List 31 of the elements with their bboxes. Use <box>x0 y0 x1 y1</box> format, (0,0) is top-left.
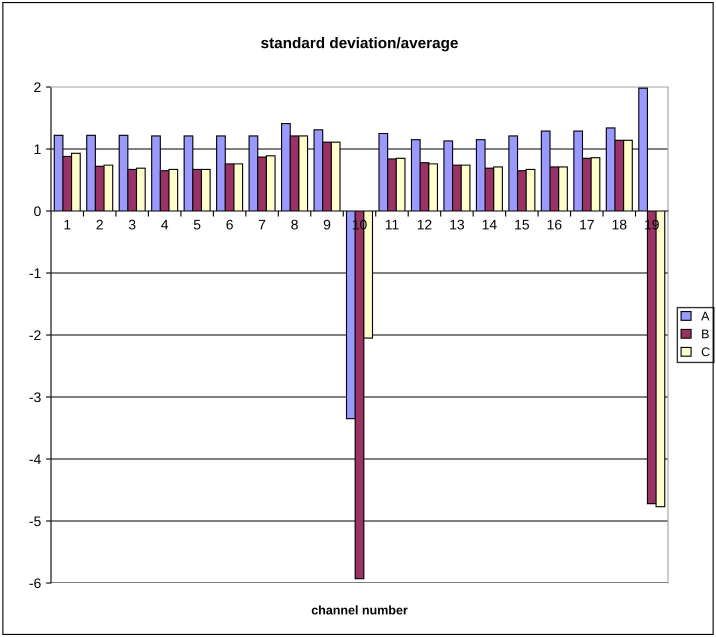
y-tick-label: -2 <box>30 330 41 340</box>
x-tick-label: 5 <box>194 220 200 230</box>
x-tick-label: 18 <box>612 220 626 230</box>
legend-label: B <box>702 330 709 338</box>
y-tick-label: -4 <box>30 454 41 464</box>
x-tick-label: 3 <box>128 220 136 230</box>
x-tick-label: 6 <box>226 220 233 230</box>
y-tick-label: 0 <box>34 206 41 216</box>
chart-title: standard deviation/average <box>261 37 458 52</box>
x-tick-label: 12 <box>418 220 432 230</box>
x-tick-label: 11 <box>386 220 399 230</box>
y-tick-label: -5 <box>30 516 41 526</box>
x-tick-label: 1 <box>64 220 70 230</box>
x-tick-label: 2 <box>96 220 103 230</box>
y-tick-label: -3 <box>30 392 41 402</box>
y-tick-label: 2 <box>34 82 41 92</box>
y-tick-label: 1 <box>34 144 41 154</box>
x-tick-label: 15 <box>515 220 530 230</box>
y-tick-label: -6 <box>30 578 41 588</box>
y-tick-label: -1 <box>30 268 41 278</box>
x-tick-label: 9 <box>324 220 330 230</box>
x-axis-title: channel number <box>312 605 408 614</box>
x-tick-label: 8 <box>291 220 298 230</box>
x-tick-label: 7 <box>258 220 266 230</box>
x-tick-label: 13 <box>450 220 464 230</box>
legend-label: C <box>702 347 710 356</box>
x-tick-label: 14 <box>482 220 497 230</box>
x-tick-label: 17 <box>580 220 594 230</box>
x-tick-label: 4 <box>161 220 168 230</box>
x-tick-label: 16 <box>548 220 562 230</box>
legend-label: A <box>701 312 710 320</box>
